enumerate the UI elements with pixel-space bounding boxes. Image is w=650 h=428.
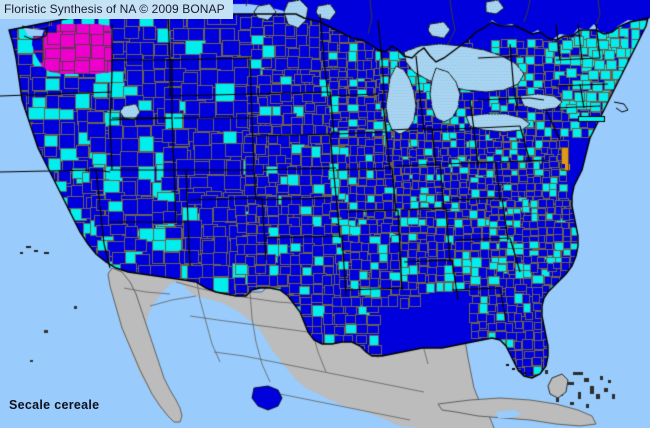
map-title-text: Floristic Synthesis of NA © 2009 BONAP	[4, 2, 225, 16]
species-name-caption: Secale cereale	[9, 398, 100, 412]
map-title-bar: Floristic Synthesis of NA © 2009 BONAP	[0, 0, 233, 19]
